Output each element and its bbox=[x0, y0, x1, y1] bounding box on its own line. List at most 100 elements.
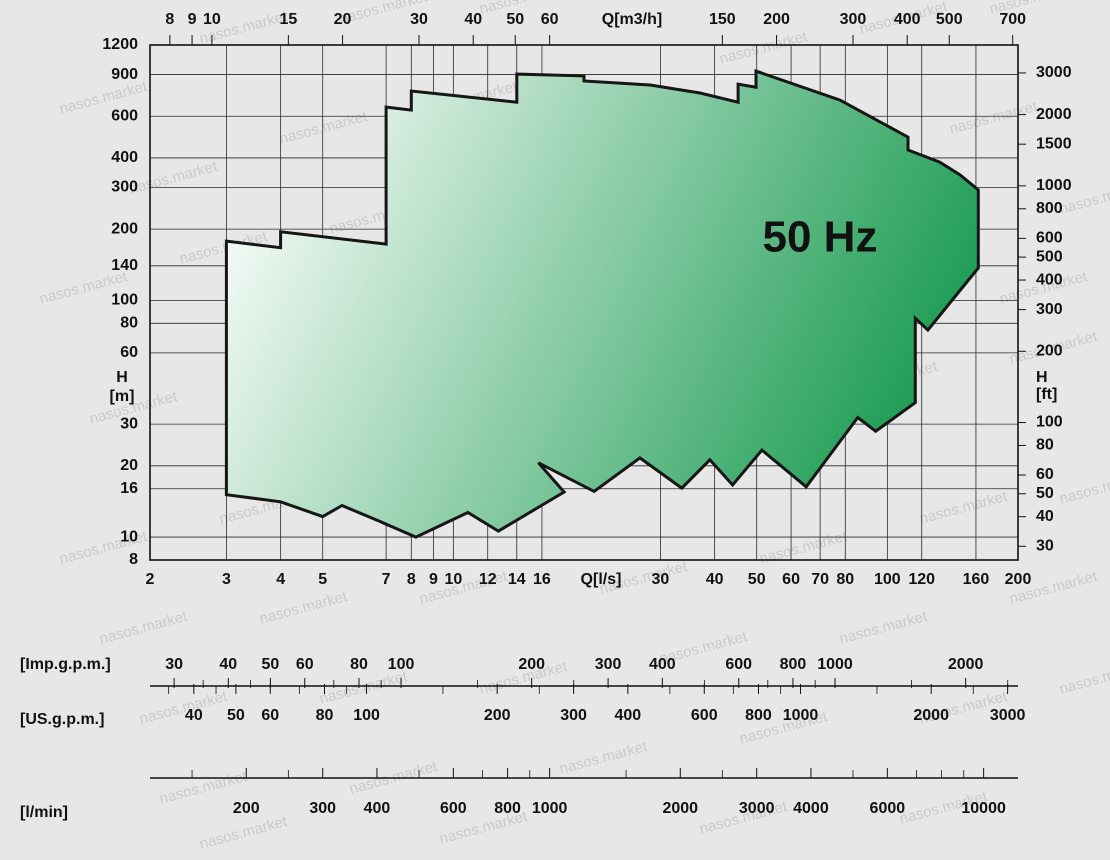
watermark: nasos.market bbox=[98, 608, 190, 648]
y-tick-label: 900 bbox=[111, 66, 138, 83]
y-tick-label: 100 bbox=[111, 292, 138, 309]
x-tick-label: 9 bbox=[429, 571, 438, 588]
watermark: nasos.market bbox=[198, 813, 290, 853]
y2-tick-label: 30 bbox=[1036, 537, 1054, 554]
x-tick-label: 120 bbox=[908, 571, 935, 588]
y2-tick-label: 300 bbox=[1036, 301, 1063, 318]
scale-tick-label: 200 bbox=[484, 707, 511, 724]
watermark: nasos.market bbox=[1058, 468, 1110, 508]
y2-tick-label: 50 bbox=[1036, 485, 1054, 502]
x-tick-label: 160 bbox=[963, 571, 990, 588]
y2-tick-label: 400 bbox=[1036, 271, 1063, 288]
scale-tick-label: 600 bbox=[691, 707, 718, 724]
scale-tick-label: 60 bbox=[261, 707, 279, 724]
x2-tick-label: 50 bbox=[506, 11, 524, 28]
x-tick-label: 12 bbox=[479, 571, 497, 588]
scale-tick-label: 1000 bbox=[532, 800, 568, 817]
x2-tick-label: 150 bbox=[709, 11, 736, 28]
scale-tick-label: 200 bbox=[233, 800, 260, 817]
y-tick-label: 400 bbox=[111, 149, 138, 166]
scale-label: [US.g.p.m.] bbox=[20, 711, 104, 728]
y-axis-label: H bbox=[116, 369, 128, 386]
y2-axis-label: H bbox=[1036, 369, 1048, 386]
x-tick-label: 10 bbox=[444, 571, 462, 588]
scale-tick-label: 800 bbox=[780, 656, 807, 673]
scale-tick-label: 40 bbox=[185, 707, 203, 724]
x-tick-label: 2 bbox=[146, 571, 155, 588]
y2-tick-label: 40 bbox=[1036, 508, 1054, 525]
scale-tick-label: 50 bbox=[261, 656, 279, 673]
operating-range bbox=[224, 68, 980, 539]
watermark: nasos.market bbox=[318, 668, 410, 708]
plot-frame bbox=[149, 44, 1019, 561]
x2-tick-label: 30 bbox=[410, 11, 428, 28]
scale-tick-label: 30 bbox=[165, 656, 183, 673]
scale-tick-label: 2000 bbox=[948, 656, 984, 673]
scale-tick-label: 40 bbox=[219, 656, 237, 673]
scale-label: [Imp.g.p.m.] bbox=[20, 656, 111, 673]
x2-tick-label: 200 bbox=[763, 11, 790, 28]
x2-tick-label: 300 bbox=[840, 11, 867, 28]
x2-tick-label: 8 bbox=[165, 11, 174, 28]
y2-tick-label: 600 bbox=[1036, 230, 1063, 247]
x-tick-label: 3 bbox=[222, 571, 231, 588]
watermark: nasos.market bbox=[718, 28, 810, 68]
x-tick-label: 40 bbox=[706, 571, 724, 588]
x2-tick-label: 40 bbox=[464, 11, 482, 28]
x-tick-label: 14 bbox=[508, 571, 526, 588]
scale-tick-label: 400 bbox=[364, 800, 391, 817]
y2-tick-label: 500 bbox=[1036, 248, 1063, 265]
y2-tick-label: 1000 bbox=[1036, 177, 1072, 194]
y-tick-label: 8 bbox=[129, 551, 138, 568]
scale-tick-label: 80 bbox=[350, 656, 368, 673]
y2-tick-label: 80 bbox=[1036, 437, 1054, 454]
scale-tick-label: 300 bbox=[560, 707, 587, 724]
watermark: nasos.market bbox=[128, 158, 220, 198]
x2-tick-label: 400 bbox=[894, 11, 921, 28]
watermark: nasos.market bbox=[258, 588, 350, 628]
scale-tick-label: 400 bbox=[614, 707, 641, 724]
scale-tick-label: 60 bbox=[296, 656, 314, 673]
scale-tick-label: 1000 bbox=[783, 707, 819, 724]
x-tick-label: 16 bbox=[533, 571, 551, 588]
scale-tick-label: 80 bbox=[316, 707, 334, 724]
watermark: nasos.market bbox=[558, 738, 650, 778]
x2-tick-label: 700 bbox=[999, 11, 1026, 28]
x-tick-label: 60 bbox=[782, 571, 800, 588]
watermark: nasos.market bbox=[838, 608, 930, 648]
x-tick-label: 50 bbox=[748, 571, 766, 588]
y2-tick-label: 1500 bbox=[1036, 135, 1072, 152]
x2-tick-label: 60 bbox=[541, 11, 559, 28]
x-tick-label: 30 bbox=[652, 571, 670, 588]
y2-tick-label: 60 bbox=[1036, 466, 1054, 483]
scale-tick-label: 2000 bbox=[913, 707, 949, 724]
x-axis-label: Q[l/s] bbox=[581, 571, 622, 588]
x2-tick-label: 500 bbox=[936, 11, 963, 28]
y2-tick-label: 100 bbox=[1036, 414, 1063, 431]
scale-tick-label: 300 bbox=[309, 800, 336, 817]
scale-tick-label: 3000 bbox=[739, 800, 775, 817]
y2-tick-label: 800 bbox=[1036, 200, 1063, 217]
watermark: nasos.market bbox=[758, 528, 850, 568]
x-tick-label: 7 bbox=[382, 571, 391, 588]
y-tick-label: 140 bbox=[111, 257, 138, 274]
y-tick-label: 1200 bbox=[102, 36, 138, 53]
x-tick-label: 100 bbox=[874, 571, 901, 588]
x-tick-label: 200 bbox=[1005, 571, 1032, 588]
x-tick-label: 70 bbox=[811, 571, 829, 588]
watermark: nasos.market bbox=[948, 98, 1040, 138]
y-tick-label: 600 bbox=[111, 107, 138, 124]
scale-tick-label: 800 bbox=[494, 800, 521, 817]
x-tick-label: 8 bbox=[407, 571, 416, 588]
y-tick-label: 20 bbox=[120, 457, 138, 474]
annotation: 50 Hz bbox=[763, 213, 878, 262]
y-tick-label: 10 bbox=[120, 528, 138, 545]
scale-tick-label: 1000 bbox=[817, 656, 853, 673]
scale-tick-label: 100 bbox=[353, 707, 380, 724]
x-tick-label: 5 bbox=[318, 571, 327, 588]
y-tick-label: 30 bbox=[120, 415, 138, 432]
scale-tick-label: 6000 bbox=[870, 800, 906, 817]
x2-tick-label: 10 bbox=[203, 11, 221, 28]
y2-tick-label: 3000 bbox=[1036, 64, 1072, 81]
